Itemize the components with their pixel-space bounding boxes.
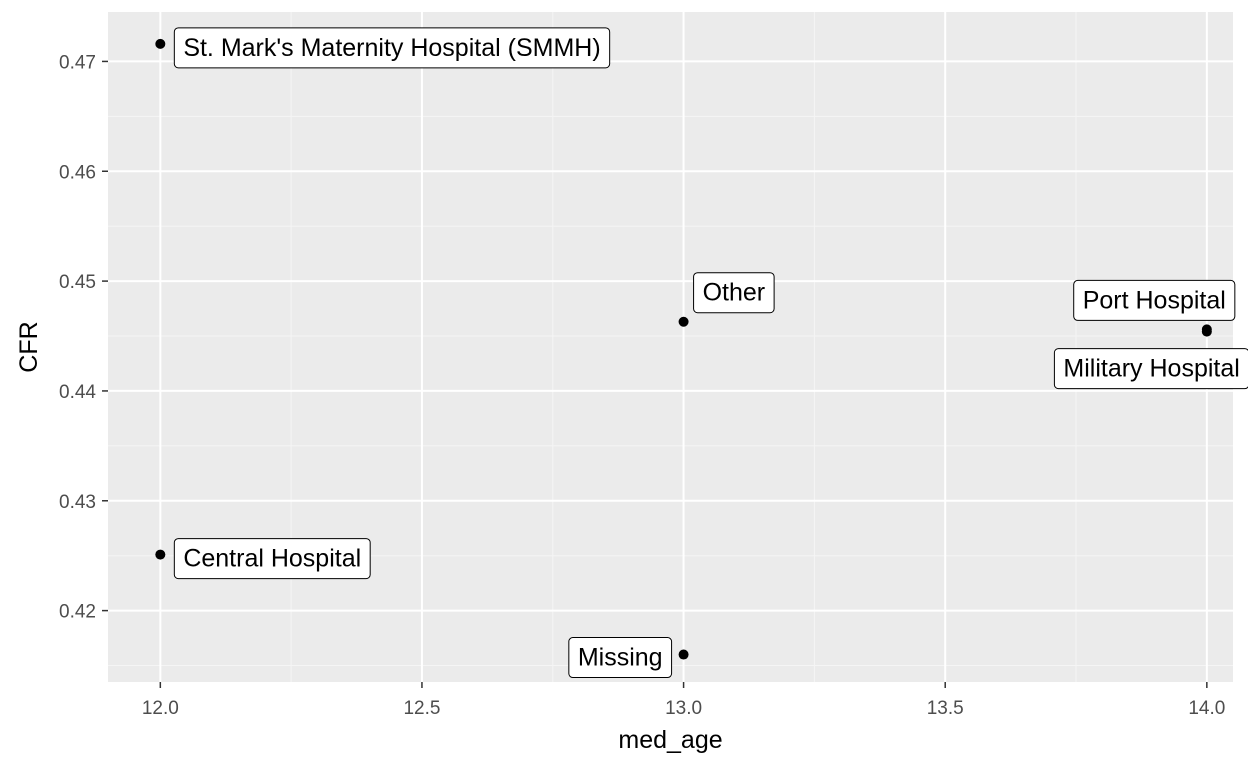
y-tick-label: 0.42: [59, 602, 96, 623]
data-point: [155, 549, 166, 560]
data-point-labels: St. Mark's Maternity Hospital (SMMH) Cent…: [173, 27, 1248, 679]
point-label: Port Hospital: [1073, 279, 1236, 321]
y-axis-tick-labels: 0.42 0.43 0.44 0.45 0.46 0.47: [59, 52, 96, 622]
data-point: [155, 38, 166, 49]
y-tick-label: 0.44: [59, 382, 96, 403]
point-label-box: [568, 637, 673, 679]
point-label-text: Military Hospital: [1063, 355, 1239, 383]
axis-ticks: [102, 60, 1208, 688]
point-label-text: Central Hospital: [183, 545, 361, 573]
point-label-box: [173, 27, 611, 69]
point-label: Other: [693, 272, 775, 314]
point-label-text: Missing: [578, 644, 663, 672]
y-tick-label: 0.45: [59, 272, 96, 293]
point-label-box: [1053, 348, 1248, 390]
x-tick-label: 12.0: [142, 698, 179, 719]
point-label-text: Other: [703, 279, 766, 307]
x-tick-label: 14.0: [1188, 698, 1225, 719]
data-point: [1201, 326, 1212, 337]
x-tick-label: 13.0: [665, 698, 702, 719]
data-points: [155, 38, 1212, 660]
data-point: [678, 316, 689, 327]
y-tick-label: 0.46: [59, 162, 96, 183]
point-label-box: [693, 272, 775, 314]
x-tick-label: 13.5: [927, 698, 964, 719]
y-tick-label: 0.47: [59, 52, 96, 73]
x-axis-tick-labels: 12.0 12.5 13.0 13.5 14.0: [142, 698, 1225, 719]
x-tick-label: 12.5: [403, 698, 440, 719]
point-label: Central Hospital: [173, 538, 371, 580]
point-label: Missing: [568, 637, 673, 679]
x-axis-title: med_age: [618, 726, 722, 754]
y-axis-title: CFR: [15, 321, 43, 372]
point-label: St. Mark's Maternity Hospital (SMMH): [173, 27, 611, 69]
point-label-text: Port Hospital: [1083, 286, 1226, 314]
point-label-text: St. Mark's Maternity Hospital (SMMH): [183, 34, 600, 62]
y-tick-label: 0.43: [59, 492, 96, 513]
plot-panel: [108, 12, 1233, 682]
point-label-box: [1073, 279, 1236, 321]
point-label-box: [173, 538, 371, 580]
data-point: [678, 649, 689, 660]
point-label: Military Hospital: [1053, 348, 1248, 390]
